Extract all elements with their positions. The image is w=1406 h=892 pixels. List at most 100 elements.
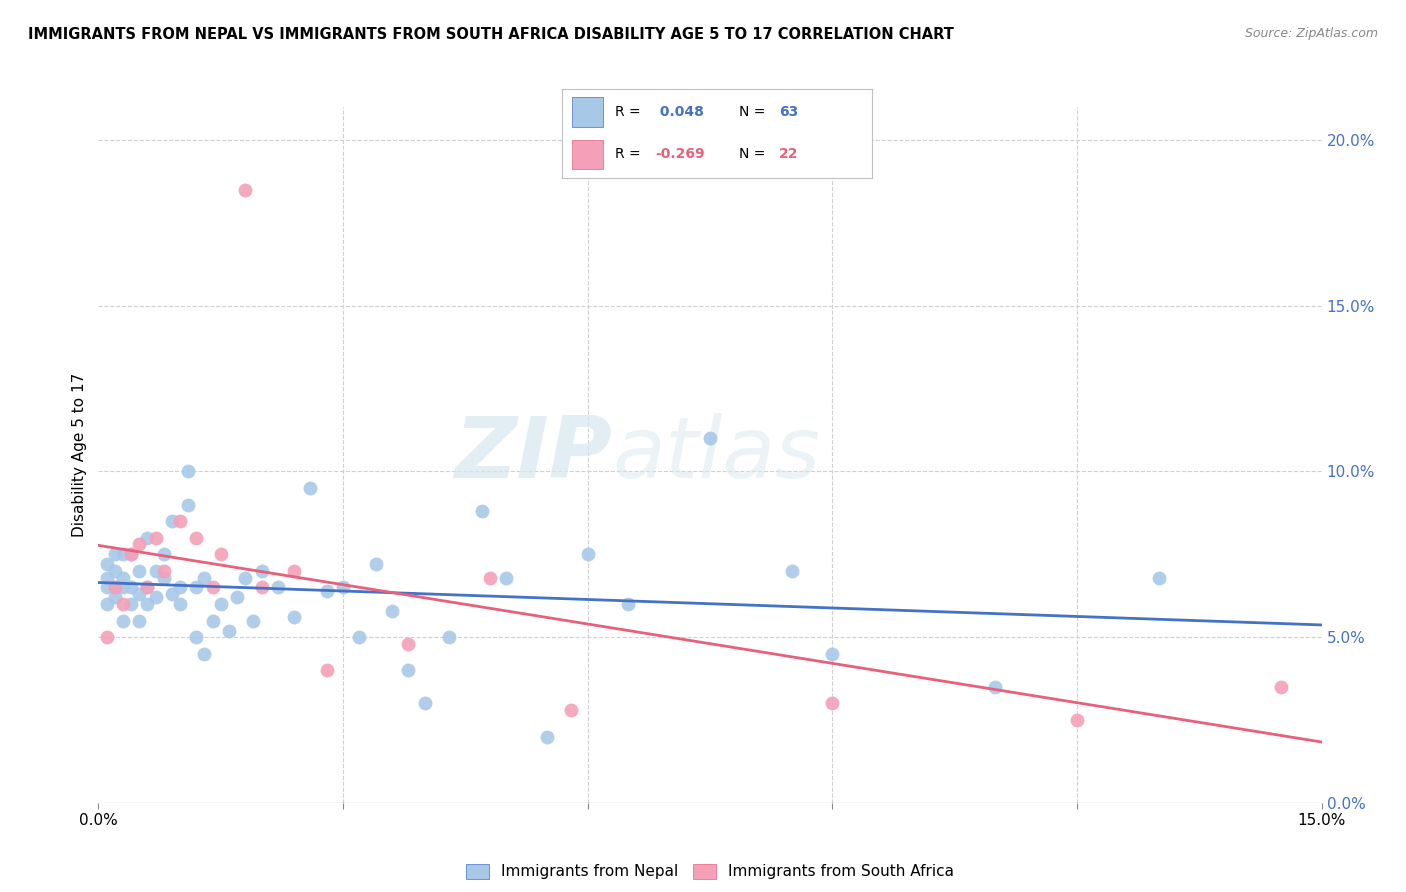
Point [111, 614, 134, 628]
FancyBboxPatch shape [572, 140, 603, 169]
Y-axis label: Disability Age 5 to 17: Disability Age 5 to 17 [72, 373, 87, 537]
Point [201, 614, 224, 628]
Text: atlas: atlas [612, 413, 820, 497]
Text: ZIP: ZIP [454, 413, 612, 497]
Point [233, 570, 256, 584]
Point [315, 583, 337, 598]
Point [96, 581, 118, 595]
Point [96, 570, 118, 584]
Point [96, 630, 118, 644]
Point [152, 547, 174, 561]
Point [495, 570, 517, 584]
Point [283, 564, 305, 578]
Point [136, 531, 159, 545]
Point [136, 581, 159, 595]
Text: Source: ZipAtlas.com: Source: ZipAtlas.com [1244, 27, 1378, 40]
Point [111, 547, 134, 561]
Point [193, 570, 215, 584]
Legend: Immigrants from Nepal, Immigrants from South Africa: Immigrants from Nepal, Immigrants from S… [460, 857, 960, 886]
Point [96, 597, 118, 611]
Point [699, 431, 721, 445]
Point [1066, 713, 1088, 727]
Text: N =: N = [738, 147, 769, 161]
Point [984, 680, 1007, 694]
Point [104, 581, 127, 595]
Point [160, 514, 183, 528]
Point [250, 564, 273, 578]
Point [364, 558, 387, 572]
Text: R =: R = [614, 105, 645, 119]
FancyBboxPatch shape [572, 97, 603, 127]
Point [283, 610, 305, 624]
Point [104, 547, 127, 561]
Point [349, 630, 371, 644]
Point [267, 581, 290, 595]
Text: IMMIGRANTS FROM NEPAL VS IMMIGRANTS FROM SOUTH AFRICA DISABILITY AGE 5 TO 17 COR: IMMIGRANTS FROM NEPAL VS IMMIGRANTS FROM… [28, 27, 955, 42]
Point [145, 591, 167, 605]
Point [120, 547, 142, 561]
Point [560, 703, 582, 717]
Point [169, 514, 191, 528]
Text: 22: 22 [779, 147, 799, 161]
Text: N =: N = [738, 105, 769, 119]
Point [177, 465, 200, 479]
Point [186, 581, 208, 595]
Point [332, 581, 354, 595]
Point [209, 597, 232, 611]
Point [209, 547, 232, 561]
Point [536, 730, 558, 744]
Point [250, 581, 273, 595]
Point [111, 570, 134, 584]
Point [186, 630, 208, 644]
Point [478, 570, 501, 584]
Point [242, 614, 264, 628]
Point [226, 591, 249, 605]
Point [111, 597, 134, 611]
Point [152, 570, 174, 584]
Point [169, 581, 191, 595]
Text: 63: 63 [779, 105, 799, 119]
Point [104, 581, 127, 595]
Point [128, 614, 150, 628]
Point [299, 481, 322, 495]
Point [186, 531, 208, 545]
Point [1147, 570, 1170, 584]
Point [396, 663, 419, 677]
Text: 0.048: 0.048 [655, 105, 704, 119]
Text: R =: R = [614, 147, 645, 161]
Point [471, 504, 494, 518]
Point [111, 581, 134, 595]
Point [145, 531, 167, 545]
Point [152, 564, 174, 578]
Point [1270, 680, 1292, 694]
Point [315, 663, 337, 677]
Point [128, 537, 150, 551]
Point [177, 498, 200, 512]
Point [128, 564, 150, 578]
Point [169, 597, 191, 611]
Point [821, 647, 844, 661]
Point [233, 183, 256, 197]
Point [120, 581, 142, 595]
Point [617, 597, 640, 611]
Point [96, 558, 118, 572]
Point [413, 697, 436, 711]
Point [437, 630, 460, 644]
Point [218, 624, 240, 638]
Point [120, 597, 142, 611]
Point [120, 547, 142, 561]
Point [396, 637, 419, 651]
Point [128, 587, 150, 601]
Point [104, 564, 127, 578]
Point [821, 697, 844, 711]
Point [780, 564, 803, 578]
Point [381, 604, 404, 618]
Point [136, 581, 159, 595]
Point [136, 597, 159, 611]
Point [145, 564, 167, 578]
Point [576, 547, 599, 561]
Point [201, 581, 224, 595]
Point [160, 587, 183, 601]
Point [193, 647, 215, 661]
Text: -0.269: -0.269 [655, 147, 704, 161]
